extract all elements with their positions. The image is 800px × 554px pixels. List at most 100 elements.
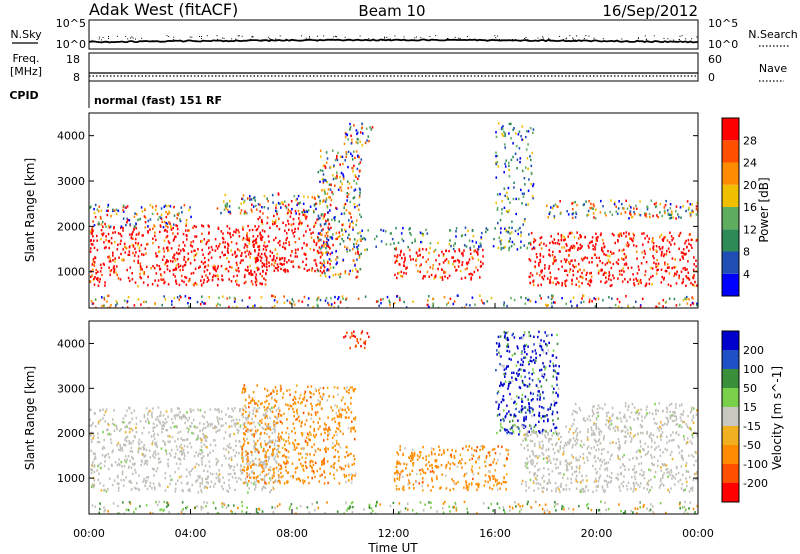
velocity-cell: [312, 460, 314, 462]
velocity-cell: [473, 455, 475, 457]
power-cell: [466, 245, 468, 247]
velocity-cell: [300, 463, 302, 465]
power-cell: [251, 198, 253, 200]
velocity-cell: [471, 483, 473, 485]
velocity-cell: [93, 486, 95, 488]
power-cell: [279, 244, 281, 246]
velocity-cell: [321, 460, 323, 462]
power-cell: [457, 294, 459, 296]
power-cell: [168, 221, 170, 223]
power-cell: [378, 305, 380, 307]
noise-search-point: [275, 38, 276, 39]
noise-search-point: [448, 38, 449, 39]
velocity-cell: [349, 347, 351, 349]
power-cell: [353, 180, 355, 182]
power-cell: [429, 276, 431, 278]
power-cell: [633, 279, 635, 281]
power-cell: [465, 234, 467, 236]
velocity-cell: [253, 435, 255, 437]
power-cell: [156, 264, 158, 266]
velocity-cell: [225, 457, 227, 459]
power-cell: [320, 299, 322, 301]
power-cell: [600, 269, 602, 271]
power-cell: [167, 230, 169, 232]
power-cell: [539, 274, 541, 276]
velocity-cell: [265, 454, 267, 456]
velocity-cell: [266, 463, 268, 465]
power-cell: [330, 253, 332, 255]
power-cell: [610, 279, 612, 281]
power-cell: [319, 202, 321, 204]
velocity-cell: [296, 384, 298, 386]
power-cell: [115, 271, 117, 273]
power-cell: [203, 302, 205, 304]
power-cell: [633, 234, 635, 236]
power-cell: [686, 298, 688, 300]
velocity-cell: [143, 453, 145, 455]
noise-search-point: [384, 37, 385, 38]
noise-search-point: [680, 36, 681, 37]
velocity-cell: [336, 427, 338, 429]
power-cell: [255, 261, 257, 263]
power-cell: [93, 278, 95, 280]
power-cell: [672, 257, 674, 259]
velocity-cell: [351, 464, 353, 466]
velocity-cell: [508, 410, 510, 412]
noise-search-point: [168, 36, 169, 37]
velocity-cell: [94, 453, 96, 455]
velocity-cell: [323, 439, 325, 441]
freq-left-tick-top: 18: [66, 53, 80, 66]
power-cell: [334, 219, 336, 221]
power-cell: [512, 142, 514, 144]
power-cell: [618, 259, 620, 261]
velocity-cell: [479, 449, 481, 451]
velocity-cell: [112, 418, 114, 420]
velocity-cell: [522, 361, 524, 363]
power-cell: [332, 193, 334, 195]
velocity-cell: [269, 417, 271, 419]
power-cell: [152, 213, 154, 215]
velocity-cell: [319, 404, 321, 406]
power-cell: [318, 237, 320, 239]
velocity-cell: [103, 446, 105, 448]
power-cell: [261, 275, 263, 277]
velocity-cell: [264, 440, 266, 442]
power-cell: [366, 128, 368, 130]
velocity-cell: [346, 446, 348, 448]
velocity-cell: [243, 428, 245, 430]
power-cell: [228, 261, 230, 263]
power-cell: [427, 299, 429, 301]
power-cell: [226, 205, 228, 207]
velocity-cell: [448, 461, 450, 463]
power-cell: [683, 248, 685, 250]
velocity-cell: [177, 480, 179, 482]
power-cell: [623, 258, 625, 260]
power-cell: [94, 256, 96, 258]
velocity-cell: [91, 441, 93, 443]
velocity-cell: [266, 407, 268, 409]
power-cell: [480, 245, 482, 247]
velocity-cell: [105, 420, 107, 422]
velocity-cell: [129, 460, 131, 462]
power-cell: [244, 243, 246, 245]
power-cell: [622, 250, 624, 252]
power-cell: [405, 272, 407, 274]
power-cell: [423, 275, 425, 277]
velocity-cell: [471, 458, 473, 460]
power-cell: [403, 261, 405, 263]
velocity-cell: [154, 426, 156, 428]
power-cell: [481, 299, 483, 301]
velocity-cell: [248, 474, 250, 476]
power-cell: [323, 179, 325, 181]
power-cell: [646, 261, 648, 263]
power-cell: [181, 206, 183, 208]
power-cell: [427, 304, 429, 306]
noise-search-point: [386, 40, 387, 41]
power-cell: [212, 279, 214, 281]
power-cell: [303, 214, 305, 216]
velocity-cell: [497, 414, 499, 416]
power-cell: [580, 247, 582, 249]
velocity-cell: [512, 354, 514, 356]
velocity-cell: [477, 483, 479, 485]
velocity-cell: [438, 446, 440, 448]
